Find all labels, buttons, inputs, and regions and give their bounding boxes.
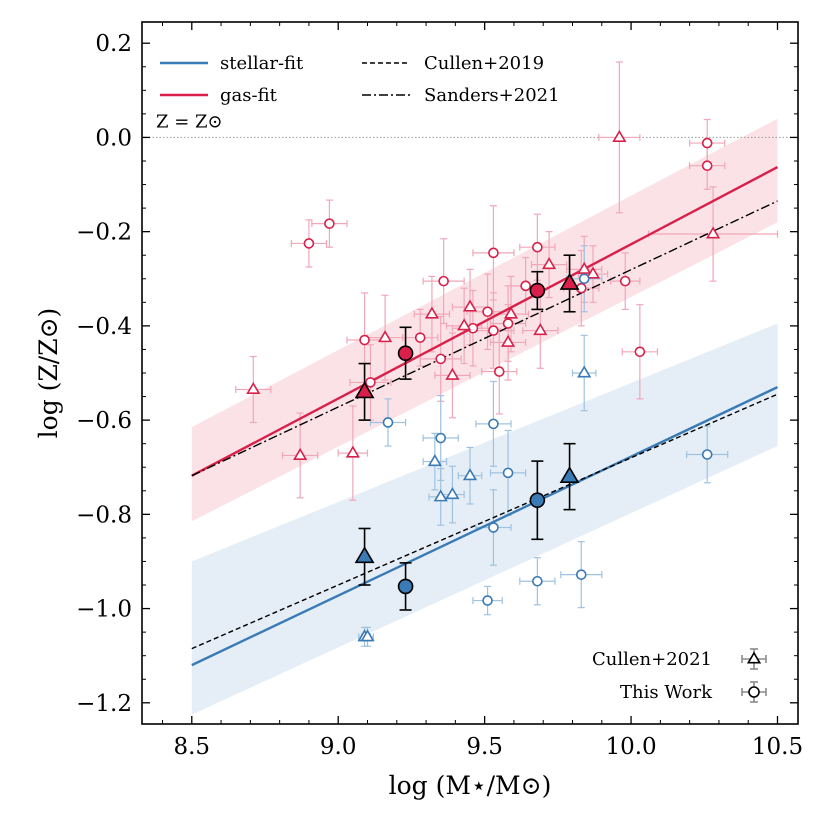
triangle-legend-marker	[746, 651, 762, 664]
gas-cullen2021-point	[533, 323, 548, 336]
reference-legend-label: Sanders+2021	[424, 85, 560, 106]
gas-this-work-point	[324, 218, 335, 229]
gas-stacks-point	[559, 272, 580, 290]
stellar-cullen2021-point	[360, 629, 375, 642]
stellar-fit-band	[191, 323, 778, 715]
gas-fit-legend-label: gas-fit	[220, 85, 278, 106]
gas-cullen2021-point	[462, 299, 478, 312]
gas-cullen2021-point	[577, 261, 592, 274]
gas-cullen2021-point	[585, 266, 601, 279]
y-tick-label: 0.2	[95, 31, 132, 57]
gas-stacks-point	[397, 345, 414, 362]
gas-this-work-point	[303, 238, 315, 249]
gas-this-work-point	[488, 325, 499, 336]
gas-fit-line	[191, 166, 779, 477]
sanders-2021-line	[191, 200, 778, 477]
stellar-cullen2021-point	[445, 486, 460, 500]
stellar-stacks-point	[529, 492, 546, 509]
gas-this-work-point	[634, 346, 646, 358]
axis-ticks: 8.5 9.0 9.5 10.0 10.5 0.2 0.0 −0.2 −0.4 −0.6 −0.8 −…	[76, 22, 803, 760]
gas-cullen2021-point	[424, 306, 440, 319]
stellar-this-work-point	[488, 418, 499, 430]
x-tick-label: 10.5	[752, 734, 803, 760]
stellar-cullen2021-point	[462, 468, 478, 481]
gas-cullen2021-point	[246, 381, 261, 395]
gas-this-work-point	[701, 137, 713, 149]
stellar-this-work-point	[382, 417, 394, 428]
gas-this-work-point	[532, 241, 543, 253]
stellar-fit-legend-label: stellar-fit	[220, 53, 304, 74]
stellar-this-work-point	[701, 449, 713, 460]
gas-this-work-point	[488, 247, 499, 259]
stellar-cullen2021-point	[427, 453, 442, 467]
x-tick-label: 9.0	[320, 734, 357, 760]
gas-cullen2021-point	[500, 334, 516, 347]
stellar-stacks-point	[559, 466, 580, 484]
stellar-this-work-point	[578, 273, 590, 285]
gas-fit-band	[191, 118, 778, 522]
y-tick-label: −1.2	[76, 691, 132, 717]
reference-legend-label: Cullen+2019	[424, 53, 544, 74]
y-tick-label: 0.0	[95, 125, 132, 151]
x-tick-label: 9.5	[466, 734, 503, 760]
stellar-cullen2021-point	[433, 489, 448, 502]
marker-legend-label: Cullen+2021	[592, 649, 712, 670]
gas-cullen2021-point	[612, 129, 627, 142]
circle-legend-marker	[748, 686, 760, 698]
stellar-this-work-point	[435, 432, 447, 444]
stacked-points	[354, 254, 580, 611]
cullen-2019-line	[191, 393, 778, 650]
gas-this-work-point	[619, 275, 631, 287]
y-tick-label: −0.8	[76, 502, 132, 528]
y-tick-label: −0.2	[76, 220, 132, 246]
y-tick-label: −0.6	[76, 408, 132, 434]
gas-this-work-point	[359, 334, 370, 346]
gas-cullen2021-point	[293, 447, 308, 460]
gas-cullen2021-point	[457, 318, 472, 331]
stellar-fit-line	[191, 386, 779, 667]
gas-stacks-point	[354, 381, 375, 399]
stellar-this-work-point	[502, 467, 514, 479]
gas-stacks-point	[529, 282, 546, 299]
gas-this-work-point	[438, 275, 449, 287]
x-axis-title: log (M⋆/M⊙)	[389, 771, 552, 800]
fit-lines	[191, 166, 779, 667]
gas-cullen2021-point	[503, 306, 519, 319]
x-tick-label: 10.0	[605, 734, 656, 760]
gas-this-work-point	[493, 366, 505, 377]
gas-cullen2021-point	[541, 257, 557, 270]
stellar-this-work-point	[532, 575, 543, 587]
gas-this-work-point	[435, 353, 447, 365]
gas-cullen2021-point	[445, 367, 460, 380]
stellar-this-work-point	[575, 569, 587, 580]
stellar-stacks-point	[397, 578, 414, 595]
gas-cullen2021-point	[705, 226, 721, 239]
stellar-stacks-point	[354, 546, 375, 564]
marker-legend-label: This Work	[620, 682, 713, 703]
data-markers	[246, 129, 721, 642]
gas-this-work-point	[502, 318, 514, 329]
y-tick-label: −1.0	[76, 597, 132, 623]
stellar-this-work-point	[488, 522, 499, 533]
gas-this-work-point	[365, 377, 376, 388]
confidence-bands	[191, 118, 778, 715]
gas-cullen2021-point	[377, 330, 393, 343]
legend: stellar-fit gas-fit Cullen+2019 Sanders+202…	[160, 53, 767, 703]
stellar-this-work-point	[482, 595, 493, 606]
gas-this-work-point	[520, 280, 531, 292]
solar-reference-label: Z = Z⊙	[156, 111, 223, 132]
x-tick-label: 8.5	[173, 734, 210, 760]
gas-this-work-point	[414, 332, 426, 343]
gas-this-work-point	[701, 160, 713, 171]
gas-cullen2021-point	[345, 445, 360, 458]
stellar-cullen2021-point	[577, 365, 592, 378]
y-axis-title: log (Z/Z⊙)	[34, 308, 63, 439]
gas-this-work-point	[482, 306, 493, 318]
y-tick-label: −0.4	[76, 314, 132, 340]
